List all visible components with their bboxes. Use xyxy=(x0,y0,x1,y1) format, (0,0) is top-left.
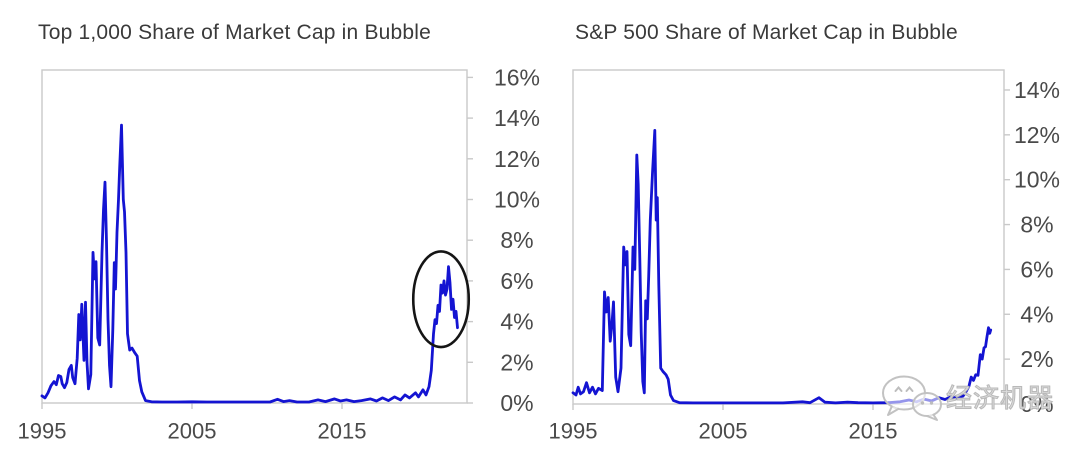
y-tick-label: 8% xyxy=(500,227,533,253)
y-tick-label: 0% xyxy=(500,390,533,416)
x-tick-label: 1995 xyxy=(18,419,67,444)
x-tick-label: 2015 xyxy=(849,419,898,444)
chart-title-sp500: S&P 500 Share of Market Cap in Bubble xyxy=(575,21,958,44)
y-tick-label: 16% xyxy=(494,64,540,90)
y-tick-label: 12% xyxy=(494,146,540,172)
y-tick-label: 0% xyxy=(1020,391,1053,417)
annotation-ellipse xyxy=(411,250,471,349)
y-tick-label: 10% xyxy=(494,187,540,213)
x-tick-label: 2005 xyxy=(168,419,217,444)
y-tick-label: 8% xyxy=(1020,212,1053,238)
series-line xyxy=(571,128,993,405)
y-tick-label: 4% xyxy=(500,309,533,335)
y-tick-label: 14% xyxy=(1014,77,1060,103)
x-tick-label: 2015 xyxy=(318,419,367,444)
chart-title-top1000: Top 1,000 Share of Market Cap in Bubble xyxy=(38,21,432,44)
y-tick-label: 12% xyxy=(1014,122,1060,148)
y-tick-label: 2% xyxy=(1020,346,1053,372)
y-tick-label: 6% xyxy=(500,268,533,294)
y-tick-label: 10% xyxy=(1014,167,1060,193)
series-line xyxy=(40,123,459,404)
plot-frame xyxy=(572,69,1005,405)
x-tick-label: 2005 xyxy=(699,419,748,444)
y-tick-label: 14% xyxy=(494,105,540,131)
y-tick-label: 2% xyxy=(500,349,533,375)
y-tick-label: 6% xyxy=(1020,256,1053,282)
y-tick-label: 4% xyxy=(1020,301,1053,327)
x-tick-label: 1995 xyxy=(549,419,598,444)
